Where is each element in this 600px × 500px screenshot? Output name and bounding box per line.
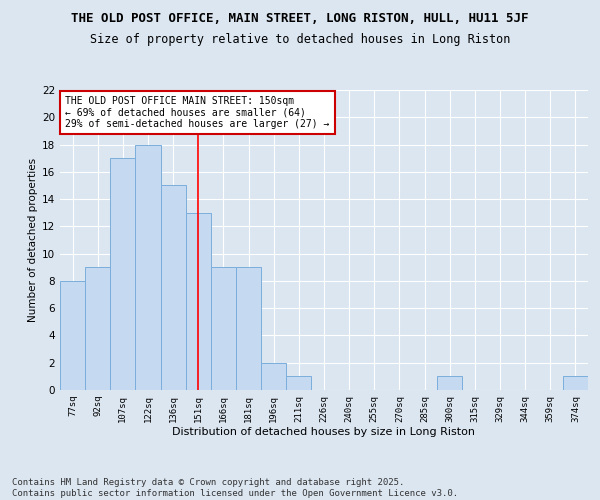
Bar: [261, 362, 286, 390]
Text: Size of property relative to detached houses in Long Riston: Size of property relative to detached ho…: [90, 32, 510, 46]
Bar: [186, 212, 211, 390]
Text: THE OLD POST OFFICE, MAIN STREET, LONG RISTON, HULL, HU11 5JF: THE OLD POST OFFICE, MAIN STREET, LONG R…: [71, 12, 529, 26]
Bar: [136, 144, 161, 390]
Y-axis label: Number of detached properties: Number of detached properties: [28, 158, 38, 322]
X-axis label: Distribution of detached houses by size in Long Riston: Distribution of detached houses by size …: [173, 428, 476, 438]
Bar: [85, 268, 110, 390]
Text: THE OLD POST OFFICE MAIN STREET: 150sqm
← 69% of detached houses are smaller (64: THE OLD POST OFFICE MAIN STREET: 150sqm …: [65, 96, 329, 129]
Bar: [161, 186, 186, 390]
Bar: [286, 376, 311, 390]
Bar: [211, 268, 236, 390]
Bar: [437, 376, 462, 390]
Bar: [563, 376, 588, 390]
Bar: [60, 281, 85, 390]
Bar: [110, 158, 136, 390]
Bar: [236, 268, 261, 390]
Text: Contains HM Land Registry data © Crown copyright and database right 2025.
Contai: Contains HM Land Registry data © Crown c…: [12, 478, 458, 498]
